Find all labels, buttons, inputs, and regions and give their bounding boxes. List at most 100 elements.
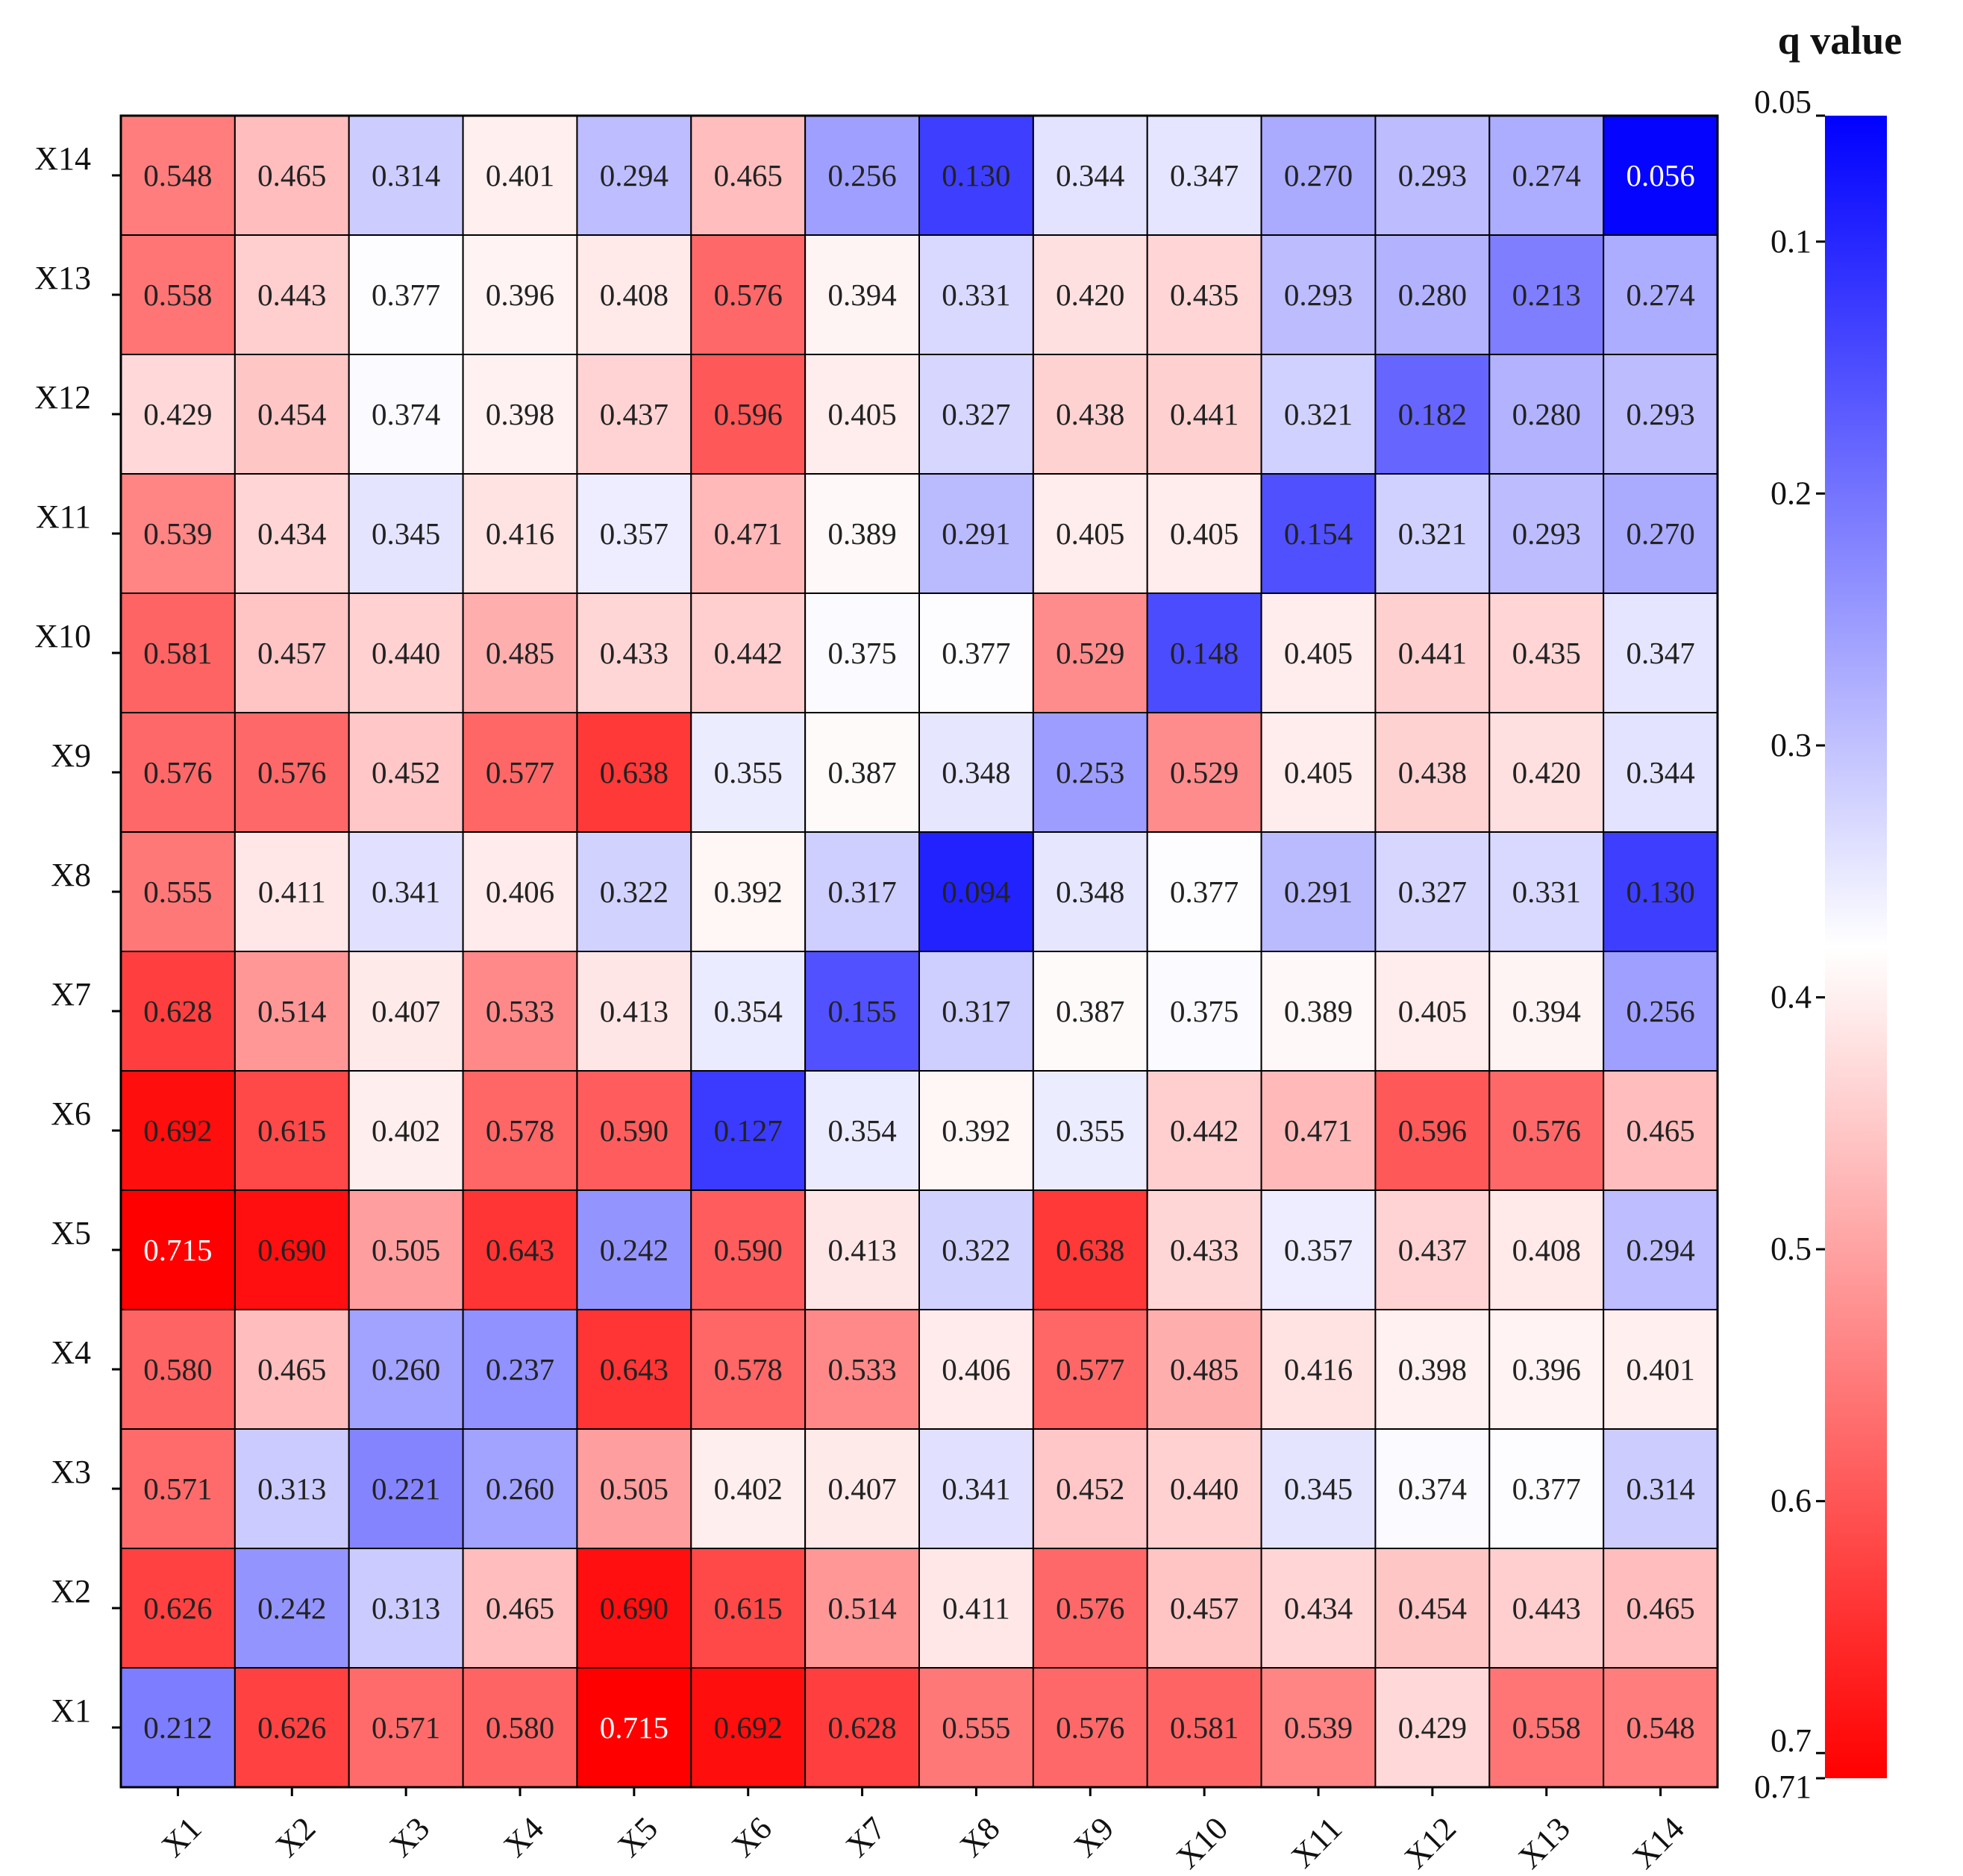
cell-value-label: 0.357	[1284, 1233, 1353, 1267]
cell-value-label: 0.465	[1626, 1591, 1694, 1625]
cell-value-label: 0.452	[372, 755, 440, 790]
cell-value-label: 0.394	[1512, 994, 1581, 1028]
colorbar-tick-label: 0.05	[1754, 84, 1812, 120]
heatmap-cell	[1032, 115, 1148, 236]
heatmap-cell	[690, 354, 807, 475]
x-tick-label: X13	[1512, 1810, 1577, 1875]
heatmap-cell	[1146, 951, 1262, 1072]
heatmap-cell	[1603, 1428, 1718, 1549]
heatmap-cell	[1488, 712, 1605, 833]
heatmap-cell	[690, 1189, 807, 1310]
x-tick-label: X2	[269, 1810, 323, 1864]
cell-value-label: 0.643	[600, 1352, 669, 1386]
cell-value-label: 0.327	[1398, 875, 1467, 909]
cell-value-label: 0.435	[1512, 636, 1581, 670]
colorbar-tick-label: 0.6	[1771, 1483, 1812, 1519]
cell-value-label: 0.590	[600, 1113, 669, 1148]
cell-value-label: 0.321	[1398, 516, 1467, 551]
cell-value-label: 0.443	[1512, 1591, 1581, 1625]
cell-value-label: 0.357	[600, 516, 669, 551]
cell-value-label: 0.581	[1170, 1710, 1239, 1745]
cell-value-label: 0.533	[486, 994, 554, 1028]
cell-value-label: 0.465	[714, 158, 783, 193]
heatmap-cell	[804, 1070, 920, 1191]
cell-value-label: 0.548	[1626, 1710, 1694, 1745]
cell-value-label: 0.355	[1056, 1113, 1124, 1148]
cell-value-label: 0.375	[1170, 994, 1239, 1028]
heatmap-cell	[576, 115, 692, 236]
heatmap-cell	[1260, 115, 1377, 236]
cell-value-label: 0.377	[1512, 1472, 1581, 1506]
cell-value-label: 0.392	[942, 1113, 1010, 1148]
heatmap-cell	[804, 1428, 920, 1549]
cell-value-label: 0.628	[827, 1710, 896, 1745]
heatmap-cell	[348, 354, 464, 475]
cell-value-label: 0.394	[827, 278, 896, 312]
cell-value-label: 0.221	[372, 1472, 440, 1506]
heatmap-cell	[690, 1428, 807, 1549]
cell-value-label: 0.434	[1284, 1591, 1353, 1625]
y-tick-label: X11	[36, 498, 91, 535]
heatmap-cell	[234, 234, 350, 355]
cell-value-label: 0.377	[372, 278, 440, 312]
heatmap-cell	[1488, 951, 1605, 1072]
heatmap-cell	[918, 115, 1034, 236]
heatmap-cell	[804, 354, 920, 475]
cell-value-label: 0.485	[486, 636, 554, 670]
cell-value-label: 0.260	[372, 1352, 440, 1386]
heatmap-cell	[1603, 1548, 1718, 1669]
cell-value-label: 0.440	[372, 636, 440, 670]
heatmap-cell	[576, 831, 692, 952]
cell-value-label: 0.615	[257, 1113, 326, 1148]
heatmap-cell	[462, 1667, 578, 1788]
heatmap-cell	[1260, 1189, 1377, 1310]
cell-value-label: 0.413	[600, 994, 669, 1028]
cell-value-label: 0.405	[1056, 516, 1124, 551]
heatmap-cell	[576, 1667, 692, 1788]
cell-value-label: 0.571	[372, 1710, 440, 1745]
heatmap-cell	[1488, 234, 1605, 355]
cell-value-label: 0.293	[1512, 516, 1581, 551]
heatmap-cell	[918, 1189, 1034, 1310]
x-tick-label: X8	[953, 1810, 1007, 1864]
heatmap-cell	[918, 234, 1034, 355]
plot-frame	[119, 114, 1719, 1789]
x-tick-label: X6	[724, 1810, 779, 1864]
heatmap-cell	[120, 115, 236, 236]
y-tick-label: X10	[34, 618, 91, 654]
heatmap-cell	[1603, 1189, 1718, 1310]
cell-value-label: 0.256	[827, 158, 896, 193]
heatmap-cell	[1260, 1548, 1377, 1669]
x-axis: X1 X2 X3 X4 X5 X6 X7 X8 X9 X10 X11 X12 X13 X14	[154, 1787, 1691, 1876]
heatmap-cell	[918, 473, 1034, 594]
cell-value-label: 0.387	[827, 755, 896, 790]
cell-value-label: 0.392	[714, 875, 783, 909]
heatmap-cell	[576, 712, 692, 833]
heatmap-cell	[1488, 473, 1605, 594]
cell-value-label: 0.294	[1626, 1233, 1694, 1267]
cell-value-label: 0.596	[714, 397, 783, 431]
cell-value-label: 0.590	[714, 1233, 783, 1267]
cell-value-label: 0.485	[1170, 1352, 1239, 1386]
y-tick-label: X7	[51, 976, 91, 1013]
heatmap-cell	[1488, 1548, 1605, 1669]
y-tick-label: X6	[51, 1095, 91, 1132]
heatmap-cell	[234, 1189, 350, 1310]
heatmap-cell	[1488, 1667, 1605, 1788]
heatmap-cell	[1603, 1070, 1718, 1191]
colorbar-tick-label: 0.3	[1771, 727, 1812, 763]
cell-value-label: 0.130	[942, 158, 1010, 193]
colorbar-tick-label: 0.2	[1771, 475, 1812, 511]
cell-value-label: 0.576	[1056, 1710, 1124, 1745]
cell-value-label: 0.274	[1626, 278, 1694, 312]
cell-value-label: 0.429	[1398, 1710, 1467, 1745]
x-tick-label: X11	[1284, 1810, 1349, 1875]
colorbar-tick-label: 0.4	[1771, 979, 1812, 1016]
cell-value-label: 0.127	[714, 1113, 783, 1148]
cell-value-label: 0.344	[1626, 755, 1694, 790]
heatmap-cell	[348, 712, 464, 833]
cell-value-label: 0.454	[257, 397, 326, 431]
x-tick-label: X3	[383, 1810, 437, 1864]
cell-value-label: 0.615	[714, 1591, 783, 1625]
